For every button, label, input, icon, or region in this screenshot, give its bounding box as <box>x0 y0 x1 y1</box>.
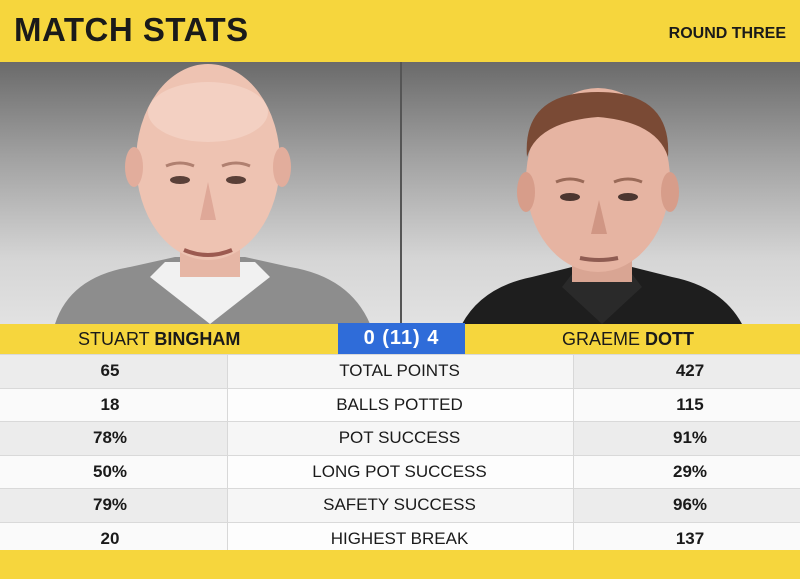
player-left-last-name: BINGHAM <box>154 329 241 349</box>
stat-left-value: 20 <box>100 528 120 548</box>
score-badge: 0 (11) 4 <box>338 323 465 354</box>
stat-right-value: 137 <box>675 528 705 548</box>
page-title: MATCH STATS <box>14 11 249 48</box>
stat-left-value: 50% <box>92 461 128 481</box>
round-label: ROUND THREE <box>668 25 786 42</box>
stats-table: 65 TOTAL POINTS 427 18 BALLS POTTED 115 78% P… <box>0 354 800 555</box>
stat-label: HIGHEST BREAK <box>330 528 469 548</box>
stat-row: 18 BALLS POTTED 115 <box>0 387 800 421</box>
player-photo-right <box>402 62 800 324</box>
stat-label: BALLS POTTED <box>336 394 463 414</box>
player-photo-left <box>0 62 401 324</box>
stat-row: 50% LONG POT SUCCESS 29% <box>0 454 800 488</box>
footer-bar <box>0 550 800 579</box>
stat-left-value: 65 <box>100 361 120 380</box>
stat-row: 79% SAFETY SUCCESS 96% <box>0 488 800 522</box>
stat-row: 20 HIGHEST BREAK 137 <box>0 521 800 555</box>
stat-left-value: 79% <box>92 495 128 514</box>
player-portrait-left <box>55 64 370 324</box>
player-name-left: STUART BINGHAM <box>78 329 240 350</box>
stat-row: 65 TOTAL POINTS 427 <box>0 354 800 388</box>
stat-left-value: 78% <box>92 428 128 447</box>
stat-label: LONG POT SUCCESS <box>312 461 487 481</box>
header-bar: MATCH STATS ROUND THREE <box>0 0 800 62</box>
stat-row: 78% POT SUCCESS 91% <box>0 421 800 455</box>
stat-right-value: 115 <box>676 394 704 414</box>
stat-label: TOTAL POINTS <box>339 361 460 380</box>
player-name-right: GRAEME DOTT <box>562 329 694 350</box>
player-right-last-name: DOTT <box>645 329 695 349</box>
player-left-first-name: STUART <box>78 329 150 349</box>
stat-label: SAFETY SUCCESS <box>323 495 476 514</box>
stat-left-value: 18 <box>100 394 120 414</box>
player-portrait-right <box>462 88 742 324</box>
stat-right-value: 427 <box>675 361 705 380</box>
player-right-first-name: GRAEME <box>562 329 641 349</box>
photo-divider <box>400 62 402 324</box>
stat-right-value: 91% <box>672 428 708 447</box>
stat-right-value: 96% <box>672 495 708 514</box>
stat-right-value: 29% <box>672 461 708 481</box>
stat-label: POT SUCCESS <box>338 428 461 447</box>
